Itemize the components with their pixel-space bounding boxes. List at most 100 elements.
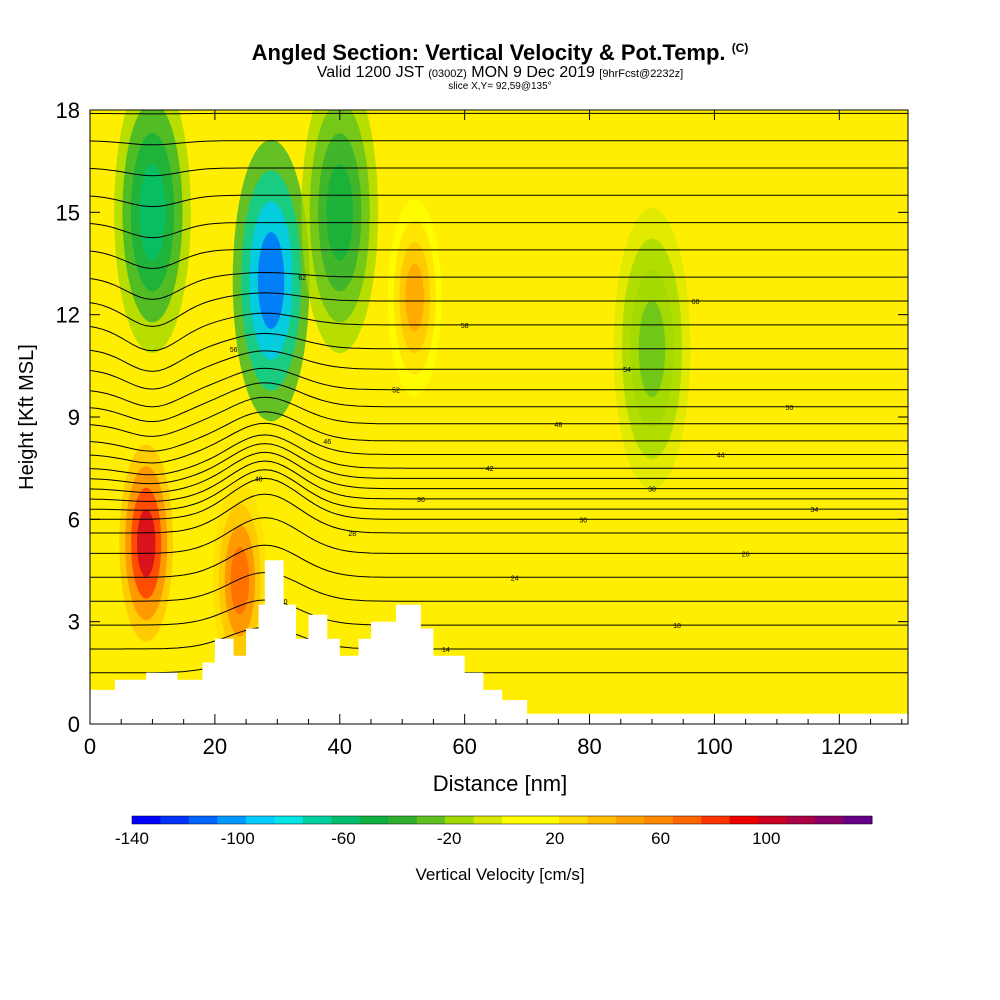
theta-contour-label-9: 36 <box>417 497 425 504</box>
colorbar-label: Vertical Velocity [cm/s] <box>415 865 584 884</box>
title-main: Angled Section: Vertical Velocity & Pot.… <box>251 40 726 65</box>
theta-contour-13 <box>90 422 908 464</box>
colorbar-swatch-12 <box>473 816 503 824</box>
colorbar-swatch-18 <box>644 816 674 824</box>
theta-contour-11 <box>90 443 908 485</box>
colorbar-swatch-7 <box>331 816 361 824</box>
valid-date: MON 9 Dec 2019 <box>471 64 595 81</box>
theta-contour-label-17: 52 <box>392 388 400 395</box>
colorbar-swatch-10 <box>416 816 446 824</box>
theta-contour-9 <box>90 460 908 502</box>
colorbar-swatch-3 <box>217 816 247 824</box>
theta-contour-label-18: 54 <box>623 367 631 374</box>
theta-contour-4 <box>90 544 908 578</box>
colorbar-tick-label-20: 20 <box>545 829 564 848</box>
colorbar-swatch-2 <box>188 816 218 824</box>
theta-contours: 8141820242628303436384042444648505254565… <box>90 112 908 678</box>
velocity-downdraft-3-layer-3 <box>257 232 285 329</box>
terrain <box>90 560 908 724</box>
x-tick-label-40: 40 <box>328 734 352 759</box>
slice-info: slice X,Y= 92,59@135° <box>448 81 552 92</box>
x-tick-label-120: 120 <box>821 734 858 759</box>
theta-contour-23 <box>90 248 908 270</box>
theta-contour-6 <box>90 493 908 534</box>
terrain-shape <box>90 560 908 724</box>
valid-prefix: Valid 1200 JST <box>316 64 424 81</box>
theta-contour-2 <box>90 599 908 626</box>
theta-contour-label-8: 34 <box>810 507 818 514</box>
y-tick-label-0: 0 <box>68 712 80 737</box>
colorbar-swatch-21 <box>729 816 759 824</box>
theta-contour-1 <box>90 626 908 650</box>
velocity-field <box>90 110 908 724</box>
velocity-updraft-0-layer-3 <box>136 509 156 578</box>
y-tick-label-3: 3 <box>68 610 80 635</box>
theta-contour-label-15: 48 <box>554 422 562 429</box>
theta-contour-17 <box>90 367 908 408</box>
theta-contour-label-22: 62 <box>298 275 306 282</box>
colorbar-tick-label-60: 60 <box>651 829 670 848</box>
theta-contour-label-21: 60 <box>692 299 700 306</box>
theta-contour-label-3: 20 <box>280 599 288 606</box>
theta-contour-28 <box>90 112 908 115</box>
valid-utc: (0300Z) <box>428 68 467 80</box>
chart-valid-time: Valid 1200 JST (0300Z) MON 9 Dec 2019 [9… <box>0 65 1000 82</box>
colorbar-swatch-6 <box>302 816 332 824</box>
theta-contour-label-10: 38 <box>648 487 656 494</box>
colorbar-swatch-25 <box>843 816 873 824</box>
y-tick-label-18: 18 <box>56 98 80 123</box>
y-tick-label-12: 12 <box>56 303 80 328</box>
chart-title: Angled Section: Vertical Velocity & Pot.… <box>0 36 1000 65</box>
x-tick-label-60: 60 <box>452 734 476 759</box>
theta-contour-14 <box>90 411 908 452</box>
theta-contour-7 <box>90 477 908 520</box>
colorbar-swatch-9 <box>388 816 418 824</box>
theta-contour-10 <box>90 451 908 493</box>
colorbar-swatch-15 <box>558 816 588 824</box>
theta-contour-24 <box>90 222 908 239</box>
colorbar-swatch-0 <box>132 816 161 824</box>
velocity-updraft-2-layer-3 <box>405 263 424 332</box>
y-tick-label-6: 6 <box>68 507 80 532</box>
theta-contour-label-13: 44 <box>717 453 725 460</box>
colorbar-swatch-20 <box>701 816 731 824</box>
theta-contour-18 <box>90 350 908 390</box>
theta-contour-15 <box>90 396 908 437</box>
theta-contour-label-1: 14 <box>442 647 450 654</box>
colorbar-tick-label--60: -60 <box>331 829 356 848</box>
colorbar-tick-label--140: -140 <box>115 829 149 848</box>
colorbar-swatch-8 <box>359 816 389 824</box>
theta-contour-16 <box>90 382 908 423</box>
x-tick-label-100: 100 <box>696 734 733 759</box>
chart-title-block: Angled Section: Vertical Velocity & Pot.… <box>0 36 1000 92</box>
colorbar-swatch-14 <box>530 816 560 824</box>
title-copyright: (C) <box>731 41 749 55</box>
colorbar-swatch-13 <box>502 816 531 824</box>
field-base <box>90 110 908 724</box>
colorbar-tick-label-100: 100 <box>752 829 780 848</box>
theta-contour-label-16: 50 <box>785 405 793 412</box>
theta-contour-26 <box>90 167 908 177</box>
colorbar: -140 -100 -60 -20 20 60 100 <box>115 815 873 848</box>
colorbar-swatch-5 <box>274 816 304 824</box>
theta-contour-25 <box>90 194 908 208</box>
theta-contour-label-5: 26 <box>742 551 750 558</box>
colorbar-swatch-17 <box>615 816 645 824</box>
theta-contour-8 <box>90 469 908 511</box>
theta-contour-27 <box>90 140 908 146</box>
y-tick-label-9: 9 <box>68 405 80 430</box>
forecast-tag: [9hrFcst@2232z] <box>599 68 684 80</box>
theta-contour-21 <box>90 292 908 327</box>
x-axis-label: Distance [nm] <box>433 771 568 796</box>
theta-contour-label-20: 58 <box>461 323 469 330</box>
theta-contour-label-12: 42 <box>486 466 494 473</box>
colorbar-swatch-11 <box>445 816 475 824</box>
y-axis-label: Height [Kft MSL] <box>16 344 38 490</box>
theta-contour-label-2: 18 <box>673 623 681 630</box>
colorbar-swatch-19 <box>672 816 702 824</box>
velocity-downdraft-4-layer-3 <box>139 163 166 261</box>
theta-contour-3 <box>90 571 908 602</box>
y-tick-label-15: 15 <box>56 200 80 225</box>
